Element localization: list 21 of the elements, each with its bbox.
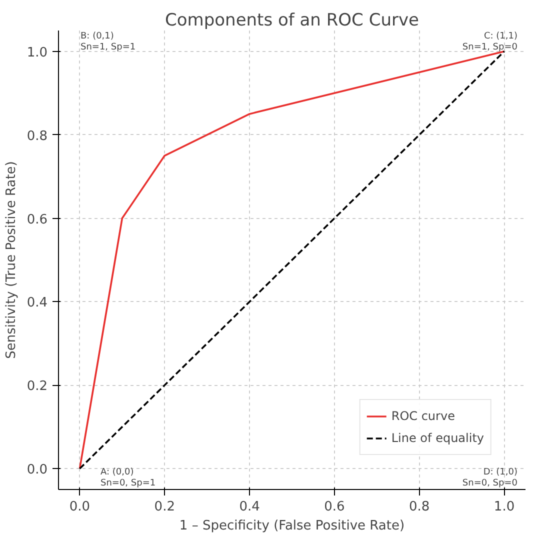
x-tick-label: 0.4 (239, 500, 260, 514)
x-tick-label: 0.2 (154, 500, 175, 514)
annotation: D: (1,0) Sn=0, Sp=0 (462, 468, 518, 488)
y-axis-title: Sensitivity (True Positive Rate) (4, 161, 19, 359)
legend-label: ROC curve (391, 409, 455, 423)
x-axis-title: 1 – Specificity (False Positive Rate) (179, 518, 405, 534)
y-tick-label: 0.4 (26, 296, 48, 311)
x-tick-label: 1.0 (494, 500, 515, 514)
x-tick-label: 0.0 (69, 500, 90, 514)
x-tick-label: 0.8 (409, 500, 430, 514)
chart-title: Components of an ROC Curve (165, 10, 419, 30)
annotation: C: (1,1) Sn=1, Sp=0 (462, 32, 518, 52)
x-tick-label: 0.6 (324, 500, 345, 514)
y-tick-label: 0.8 (26, 128, 48, 144)
y-tick-label: 1.0 (26, 45, 48, 60)
y-tick-label: 0.0 (26, 462, 48, 478)
y-tick-label: 0.6 (26, 212, 48, 228)
legend-label: Line of equality (391, 431, 484, 445)
annotation: A: (0,0) Sn=0, Sp=1 (100, 468, 156, 488)
annotation: B: (0,1) Sn=1, Sp=1 (80, 32, 136, 52)
y-tick-label: 0.2 (26, 379, 48, 394)
